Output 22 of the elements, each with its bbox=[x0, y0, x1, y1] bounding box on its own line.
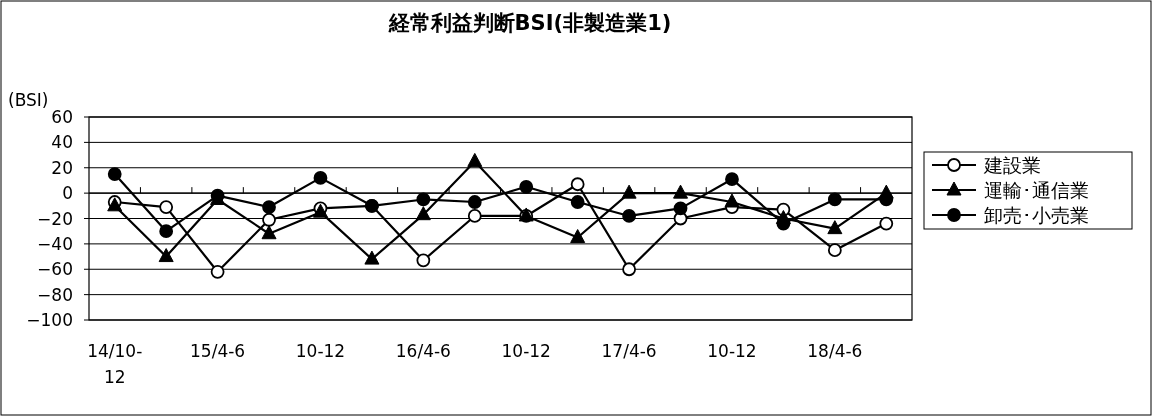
x-tick-label: 10-12 bbox=[295, 341, 346, 361]
x-tick-label: 14/10-12 bbox=[87, 341, 143, 387]
y-tick-label: −100 bbox=[26, 310, 73, 330]
y-tick-label: 40 bbox=[51, 132, 73, 153]
y-axis-title: (BSI) bbox=[8, 90, 49, 110]
x-tick-label: 10-12 bbox=[501, 341, 551, 361]
x-tick-label: 10-12 bbox=[707, 341, 757, 361]
y-tick-label: −40 bbox=[37, 233, 73, 254]
y-tick-label: −60 bbox=[37, 259, 73, 280]
legend-label: 運輸･通信業 bbox=[984, 179, 1089, 201]
x-tick-label: 17/4-6 bbox=[601, 341, 657, 361]
chart-title: 経常利益判断BSI(非製造業1) bbox=[387, 11, 672, 35]
legend-label: 建設業 bbox=[983, 154, 1041, 176]
x-tick-label: 15/4-6 bbox=[190, 341, 246, 361]
y-tick-label: −80 bbox=[37, 284, 73, 305]
y-tick-label: −20 bbox=[37, 208, 73, 229]
y-tick-label: 0 bbox=[62, 183, 73, 204]
legend-label: 卸売･小売業 bbox=[984, 204, 1089, 226]
x-tick-label: 18/4-6 bbox=[807, 341, 863, 361]
x-tick-label: 16/4-6 bbox=[395, 341, 451, 361]
y-tick-label: 60 bbox=[51, 107, 73, 127]
y-tick-label: 20 bbox=[51, 157, 73, 178]
